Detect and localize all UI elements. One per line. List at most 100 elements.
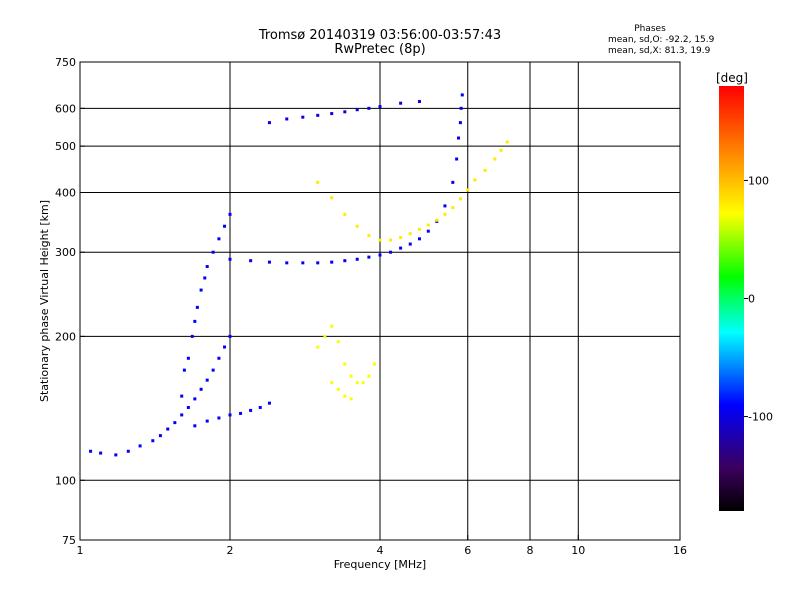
phases-title: Phases <box>634 24 666 34</box>
data-point <box>343 212 347 216</box>
data-point <box>451 180 455 184</box>
chart-title: Tromsø 20140319 03:56:00-03:57:43 <box>258 28 502 43</box>
data-point <box>399 236 403 240</box>
data-point <box>239 411 243 415</box>
data-point <box>301 261 305 265</box>
data-point <box>343 110 347 114</box>
data-point <box>367 255 371 259</box>
data-point <box>89 449 93 453</box>
data-point <box>367 106 371 110</box>
data-point <box>435 218 439 222</box>
data-point <box>211 368 215 372</box>
data-point <box>389 250 393 254</box>
data-point <box>499 148 503 152</box>
x-tick-label: 4 <box>377 544 384 557</box>
data-point <box>399 101 403 105</box>
data-point <box>336 340 340 344</box>
x-tick-label: 1 <box>77 544 84 557</box>
data-point <box>343 362 347 366</box>
data-point <box>458 121 462 125</box>
x-tick-label: 10 <box>571 544 585 557</box>
data-point <box>199 288 203 292</box>
phase-stat-x: mean, sd,X: 81.3, 19.9 <box>608 46 711 56</box>
y-axis-label: Stationary phase Virtual Height [km] <box>38 200 51 402</box>
data-point <box>451 206 455 210</box>
data-point <box>316 113 320 117</box>
data-point <box>173 421 177 425</box>
data-points <box>89 93 509 457</box>
data-point <box>193 424 197 428</box>
data-point <box>195 305 199 309</box>
data-point <box>378 238 382 242</box>
data-point <box>443 212 447 216</box>
data-point <box>267 401 271 405</box>
data-point <box>267 121 271 125</box>
chart-subtitle: RwPretec (8p) <box>334 42 426 57</box>
data-point <box>228 212 232 216</box>
y-tick-label: 75 <box>62 534 76 547</box>
data-point <box>186 405 190 409</box>
data-point <box>426 229 430 233</box>
data-point <box>182 368 186 372</box>
data-point <box>138 444 142 448</box>
data-point <box>458 197 462 201</box>
data-point <box>466 188 470 192</box>
data-point <box>389 238 393 242</box>
data-point <box>180 413 184 417</box>
data-point <box>355 257 359 261</box>
data-point <box>408 242 412 246</box>
data-point <box>126 449 130 453</box>
data-point <box>361 381 365 385</box>
data-point <box>417 227 421 231</box>
data-point <box>267 260 271 264</box>
data-point <box>99 451 103 455</box>
data-point <box>205 378 209 382</box>
data-point <box>367 374 371 378</box>
data-point <box>349 374 353 378</box>
x-tick-label: 2 <box>227 544 234 557</box>
data-point <box>443 204 447 208</box>
data-point <box>285 261 289 265</box>
data-point <box>258 405 262 409</box>
data-point <box>336 387 340 391</box>
data-point <box>217 237 221 241</box>
data-point <box>228 257 232 261</box>
data-point <box>373 362 377 366</box>
colorbar-tick-label: 100 <box>748 174 769 187</box>
data-point <box>483 168 487 172</box>
x-tick-label: 8 <box>527 544 534 557</box>
data-point <box>408 232 412 236</box>
colorbar <box>719 86 744 511</box>
data-point <box>158 434 162 438</box>
data-point <box>249 408 253 412</box>
data-point <box>426 223 430 227</box>
y-tick-label: 600 <box>55 102 76 115</box>
data-point <box>378 253 382 257</box>
data-point <box>223 224 227 228</box>
data-point <box>355 108 359 112</box>
data-point <box>193 397 197 401</box>
y-tick-label: 300 <box>55 246 76 259</box>
data-point <box>217 356 221 360</box>
data-point <box>330 196 334 200</box>
data-point <box>493 157 497 161</box>
data-point <box>205 265 209 269</box>
data-point <box>399 246 403 250</box>
data-point <box>330 112 334 116</box>
data-point <box>460 93 464 97</box>
data-point <box>151 439 155 443</box>
y-tick-label: 100 <box>55 474 76 487</box>
data-point <box>330 381 334 385</box>
data-point <box>114 453 118 457</box>
data-point <box>417 237 421 241</box>
colorbar-ticks: 100 0 -100 <box>744 174 773 424</box>
data-point <box>285 117 289 121</box>
data-point <box>459 106 463 110</box>
data-point <box>166 427 170 431</box>
data-point <box>205 419 209 423</box>
data-point <box>505 140 509 144</box>
x-tick-label: 6 <box>464 544 471 557</box>
data-point <box>228 413 232 417</box>
y-tick-label: 400 <box>55 186 76 199</box>
data-point <box>343 259 347 263</box>
